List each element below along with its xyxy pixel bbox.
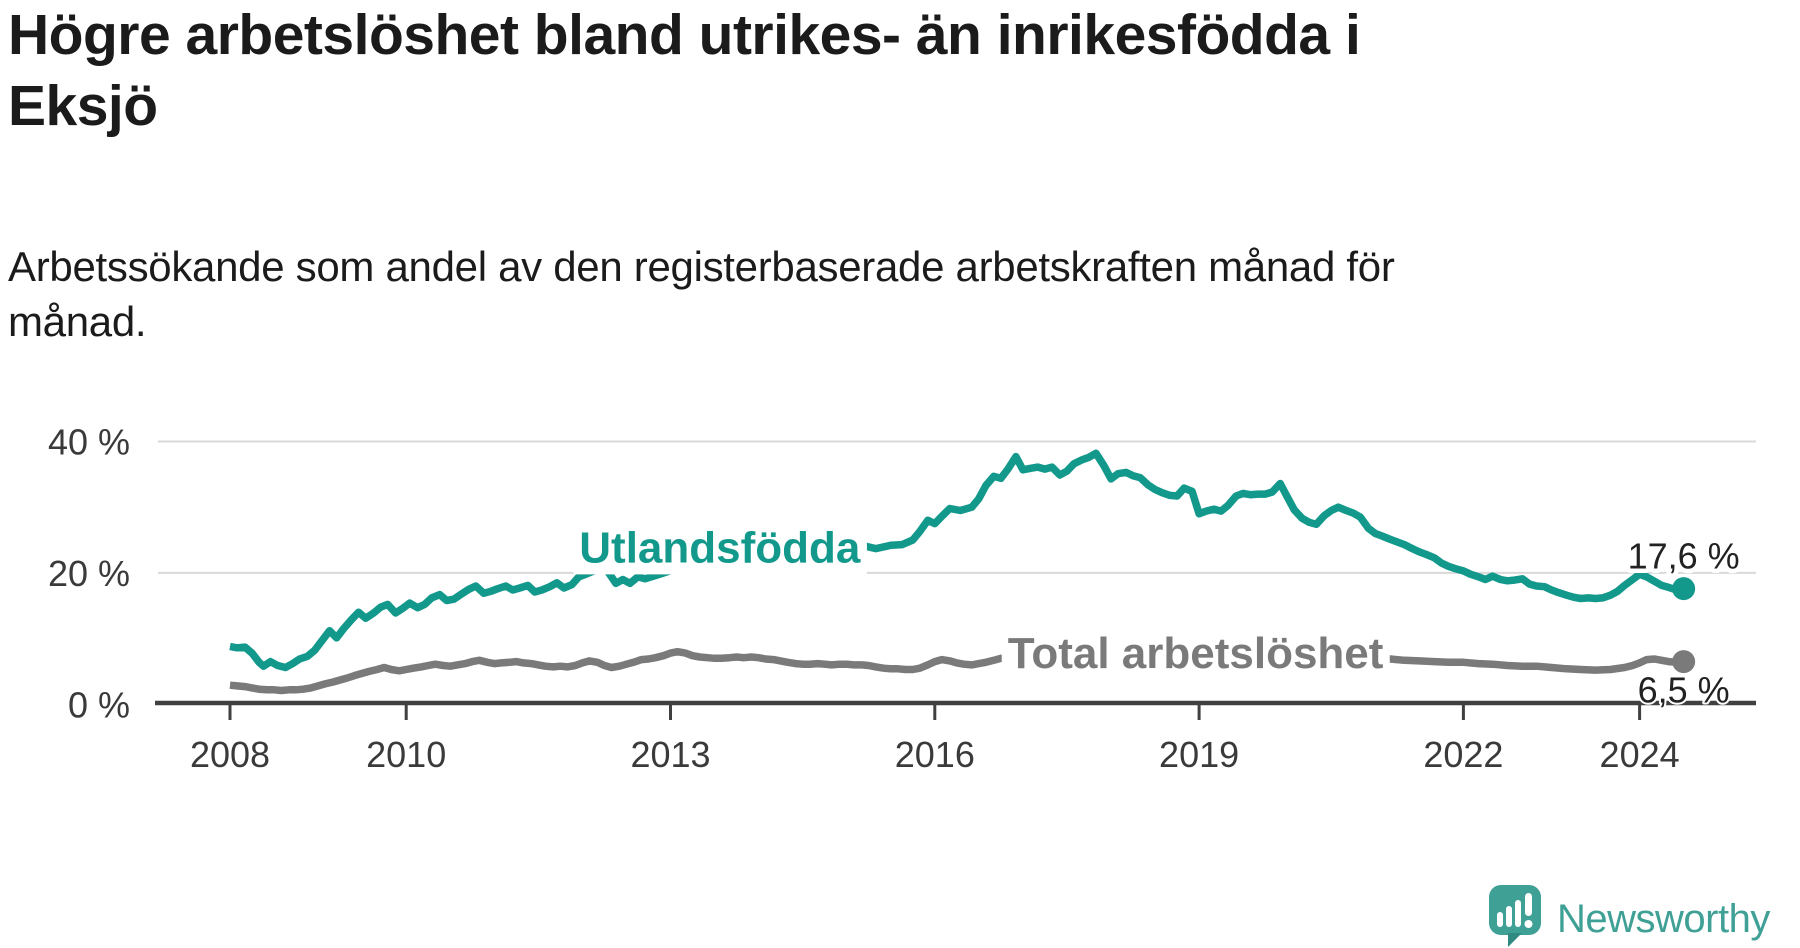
series-label-utlandsfodda: Utlandsfödda: [579, 523, 861, 572]
logo-bar-1: [1497, 912, 1503, 927]
logo-exclamation-dot: [1524, 920, 1533, 928]
y-axis-label: 20 %: [48, 553, 130, 594]
x-axis-label: 2013: [630, 734, 710, 775]
end-value-label-utlandsfodda: 17,6 %: [1628, 536, 1740, 577]
x-axis-label: 2008: [190, 734, 270, 775]
chart-title: Högre arbetslöshet bland utrikes- än inr…: [8, 3, 1361, 139]
logo-exclamation-bar: [1525, 893, 1532, 916]
brand-wordmark: Newsworthy: [1557, 897, 1770, 941]
series-label-mask: [1001, 627, 1390, 681]
end-value-label-total: 6,5 %: [1638, 670, 1730, 711]
logo-bubble-tail: [1508, 933, 1522, 947]
x-axis-label: 2019: [1159, 734, 1239, 775]
x-axis-label: 2016: [895, 734, 975, 775]
x-axis-label: 2024: [1600, 734, 1680, 775]
y-axis-label: 40 %: [48, 422, 130, 463]
x-axis-label: 2010: [366, 734, 446, 775]
x-axis-label: 2022: [1423, 734, 1503, 775]
newsworthy-logo-icon: [1489, 885, 1541, 947]
end-dot-utlandsfodda: [1672, 577, 1696, 601]
y-axis-label: 0 %: [68, 684, 130, 725]
chart-subtitle: Arbetssökande som andel av den registerb…: [8, 243, 1395, 345]
series-label-total: Total arbetslöshet: [1008, 629, 1384, 678]
logo-bar-2: [1506, 906, 1512, 927]
logo-bar-3: [1515, 900, 1521, 927]
series-line-total: [229, 647, 1684, 695]
series-line-utlandsfodda: [229, 449, 1685, 672]
newsworthy-logo: Newsworthy: [1488, 884, 1770, 948]
end-dot-total: [1672, 650, 1696, 674]
series-label-mask: [573, 521, 867, 575]
